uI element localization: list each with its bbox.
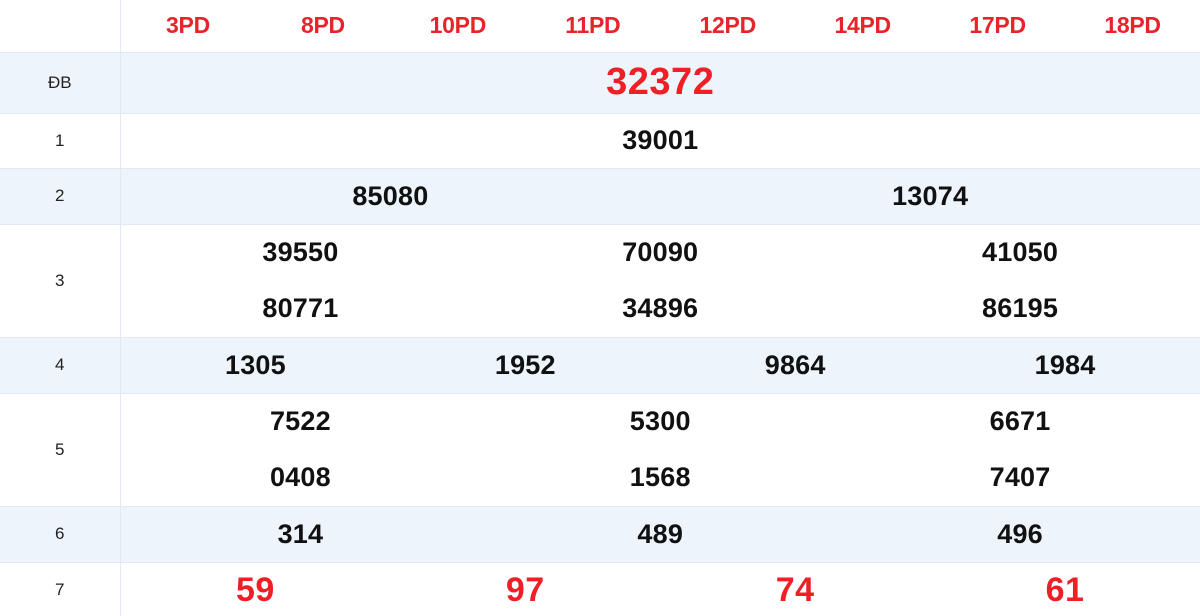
table-row: 7 59 97 74 61 (0, 561, 1200, 616)
number-line: 1305 1952 9864 1984 (121, 350, 1200, 381)
prize-label-7: 7 (0, 561, 121, 616)
table-row: 3 39550 70090 41050 80771 34896 86195 (0, 223, 1200, 338)
column-header-3pd[interactable]: 3PD (166, 12, 210, 39)
header-columns-cell: 3PD 8PD 10PD 11PD 12PD 14PD 17PD 18PD (119, 0, 1200, 53)
lottery-number[interactable]: 80771 (262, 293, 339, 323)
column-header-11pd[interactable]: 11PD (565, 12, 621, 39)
prize-label-4: 4 (0, 336, 121, 394)
prize-numbers-7: 59 97 74 61 (119, 561, 1200, 616)
table-row: ĐB 32372 (0, 51, 1200, 114)
table-row: 5 7522 5300 6671 0408 1568 7407 (0, 392, 1200, 507)
number-line: 39001 (121, 125, 1200, 156)
lottery-number[interactable]: 97 (505, 570, 545, 609)
prize-label-1: 1 (0, 112, 121, 169)
number-line: 0408 1568 7407 (121, 450, 1200, 506)
prize-label-3: 3 (0, 223, 121, 338)
lottery-number[interactable]: 74 (775, 570, 815, 609)
prize-numbers-2: 85080 13074 (119, 167, 1200, 225)
lottery-number[interactable]: 70090 (622, 237, 699, 267)
number-line: 39550 70090 41050 (121, 225, 1200, 281)
prize-numbers-db: 32372 (119, 51, 1200, 114)
lottery-number[interactable]: 489 (637, 518, 684, 549)
number-line: 80771 34896 86195 (121, 281, 1200, 337)
lottery-number[interactable]: 1984 (1034, 349, 1096, 380)
lottery-number[interactable]: 41050 (982, 237, 1059, 267)
lottery-number[interactable]: 13074 (892, 180, 969, 211)
header-strip: 3PD 8PD 10PD 11PD 12PD 14PD 17PD 18PD (121, 12, 1200, 39)
lottery-number[interactable]: 1568 (629, 462, 691, 492)
lottery-number[interactable]: 314 (277, 518, 324, 549)
column-header-18pd[interactable]: 18PD (1104, 12, 1161, 39)
header-blank-cell (0, 0, 121, 53)
lottery-number[interactable]: 6671 (989, 406, 1051, 436)
prize-numbers-3: 39550 70090 41050 80771 34896 86195 (119, 223, 1200, 338)
lottery-number[interactable]: 1305 (225, 349, 286, 380)
lottery-number[interactable]: 496 (997, 518, 1043, 549)
lottery-number[interactable]: 7522 (269, 406, 331, 436)
prize-label-6: 6 (0, 505, 121, 563)
column-header-12pd[interactable]: 12PD (699, 12, 757, 39)
prize-numbers-5: 7522 5300 6671 0408 1568 7407 (119, 392, 1200, 507)
lottery-number[interactable]: 59 (236, 570, 275, 609)
lottery-number[interactable]: 61 (1045, 570, 1085, 609)
prize-numbers-1: 39001 (119, 112, 1200, 169)
column-header-17pd[interactable]: 17PD (969, 12, 1026, 39)
lottery-number[interactable]: 39550 (262, 237, 339, 267)
prize-numbers-6: 314 489 496 (119, 505, 1200, 563)
number-line: 85080 13074 (121, 181, 1200, 212)
lottery-number[interactable]: 7407 (989, 462, 1051, 492)
column-header-8pd[interactable]: 8PD (300, 12, 345, 39)
prize-label-5: 5 (0, 392, 121, 507)
lottery-number[interactable]: 39001 (622, 125, 699, 155)
table-row: 2 85080 13074 (0, 167, 1200, 225)
lottery-number[interactable]: 32372 (606, 61, 715, 103)
number-line: 314 489 496 (121, 519, 1200, 550)
column-header-14pd[interactable]: 14PD (834, 12, 891, 39)
number-line: 32372 (121, 61, 1200, 104)
lottery-number[interactable]: 9864 (764, 349, 826, 380)
prize-label-db: ĐB (0, 51, 121, 114)
table-row: 4 1305 1952 9864 1984 (0, 336, 1200, 394)
table-row: 6 314 489 496 (0, 505, 1200, 563)
lottery-number[interactable]: 5300 (629, 406, 691, 436)
prize-numbers-4: 1305 1952 9864 1984 (119, 336, 1200, 394)
table-header-row: 3PD 8PD 10PD 11PD 12PD 14PD 17PD 18PD (0, 0, 1200, 53)
column-header-10pd[interactable]: 10PD (429, 12, 487, 39)
lottery-number[interactable]: 34896 (622, 293, 699, 323)
number-line: 7522 5300 6671 (121, 394, 1200, 450)
prize-label-2: 2 (0, 167, 121, 225)
lottery-number[interactable]: 86195 (982, 293, 1059, 323)
number-line: 59 97 74 61 (121, 571, 1200, 610)
lottery-number[interactable]: 0408 (269, 462, 331, 492)
lottery-number[interactable]: 1952 (494, 349, 556, 380)
table-row: 1 39001 (0, 112, 1200, 169)
lottery-number[interactable]: 85080 (352, 180, 429, 211)
